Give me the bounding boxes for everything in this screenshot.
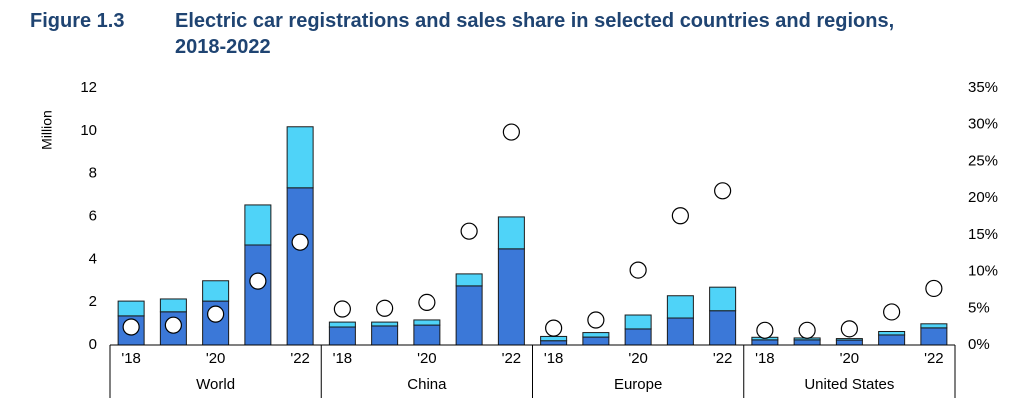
bar-segment	[371, 321, 399, 327]
x-tick-label: '22	[713, 350, 733, 367]
bar-segment	[751, 339, 779, 346]
x-tick-label: '22	[502, 350, 522, 367]
bar-segment	[709, 310, 737, 346]
x-tick-label: '18	[121, 350, 141, 367]
bar-segment	[793, 339, 821, 346]
share-marker	[587, 311, 605, 329]
bar-segment	[624, 328, 652, 346]
bar-segment	[286, 126, 314, 189]
bar-segment	[878, 331, 906, 336]
bar-segment	[328, 326, 356, 346]
y2-tick-label: 5%	[968, 299, 990, 316]
bar-segment	[117, 300, 145, 317]
share-marker	[418, 293, 436, 312]
bar-segment	[455, 273, 483, 287]
chart-title: Electric car registrations and sales sha…	[175, 10, 895, 58]
y-tick-label: 0	[89, 336, 97, 353]
y-tick-label: 8	[89, 165, 97, 182]
bar-segment	[582, 336, 610, 346]
share-marker	[798, 321, 816, 339]
share-marker	[502, 123, 520, 141]
y2-tick-label: 20%	[968, 189, 998, 206]
bar-segment	[835, 339, 863, 346]
share-marker	[840, 320, 858, 338]
bar-segment	[920, 327, 948, 346]
y2-tick-label: 0%	[968, 336, 990, 353]
bar-segment	[540, 340, 568, 346]
x-tick-label: '20	[628, 350, 648, 367]
share-marker	[756, 321, 774, 339]
bar-segment	[497, 248, 525, 346]
group-label: United States	[804, 376, 894, 393]
group-label: World	[196, 376, 235, 393]
share-marker	[376, 299, 394, 317]
x-tick-label: '22	[290, 350, 310, 367]
share-marker	[164, 316, 182, 334]
bar-segment	[709, 286, 737, 312]
x-tick-label: '20	[417, 350, 437, 367]
y-tick-label: 12	[80, 79, 97, 96]
bar-segment	[286, 187, 314, 346]
bar-segment	[624, 314, 652, 330]
bar-segment	[835, 338, 863, 341]
bar-segment	[244, 244, 272, 346]
bar-segment	[455, 285, 483, 346]
bar-segment	[666, 295, 694, 319]
y2-tick-label: 25%	[968, 152, 998, 169]
bar-segment	[202, 280, 230, 302]
share-marker	[460, 222, 478, 240]
bar-segment	[371, 325, 399, 346]
share-marker	[714, 182, 732, 200]
share-marker	[207, 305, 225, 323]
bar-segment	[328, 321, 356, 328]
x-tick-label: '20	[840, 350, 860, 367]
share-marker	[122, 318, 140, 336]
share-marker	[249, 272, 267, 290]
figure-label: Figure 1.3	[30, 10, 125, 32]
y-tick-label: 6	[89, 207, 97, 224]
y-tick-label: 2	[89, 293, 97, 310]
x-tick-label: '22	[924, 350, 944, 367]
bar-segment	[244, 204, 272, 246]
bar-segment	[413, 324, 441, 346]
y2-tick-label: 30%	[968, 116, 998, 133]
bar-segment	[920, 323, 948, 329]
y-tick-label: 10	[80, 122, 97, 139]
share-marker	[629, 261, 647, 279]
bar-segment	[666, 317, 694, 346]
group-label: China	[407, 376, 447, 393]
bar-segment	[540, 335, 568, 342]
share-marker	[333, 300, 351, 318]
bar-segment	[878, 334, 906, 346]
share-marker	[545, 319, 563, 337]
y-tick-label: 4	[89, 250, 97, 267]
bar-segment	[159, 298, 187, 313]
y2-tick-label: 10%	[968, 263, 998, 280]
y2-tick-label: 35%	[968, 79, 998, 96]
share-marker	[925, 279, 943, 298]
x-tick-label: '18	[544, 350, 564, 367]
bar-segment	[413, 319, 441, 326]
y2-tick-label: 15%	[968, 226, 998, 243]
y-axis-label: Million	[39, 110, 55, 150]
share-marker	[671, 207, 689, 225]
x-tick-label: '18	[333, 350, 353, 367]
x-tick-label: '20	[206, 350, 226, 367]
bar-segment	[497, 216, 525, 250]
x-tick-label: '18	[755, 350, 775, 367]
share-marker	[883, 303, 901, 321]
bar-segment	[582, 332, 610, 338]
group-label: Europe	[614, 376, 662, 393]
share-marker	[291, 233, 309, 251]
